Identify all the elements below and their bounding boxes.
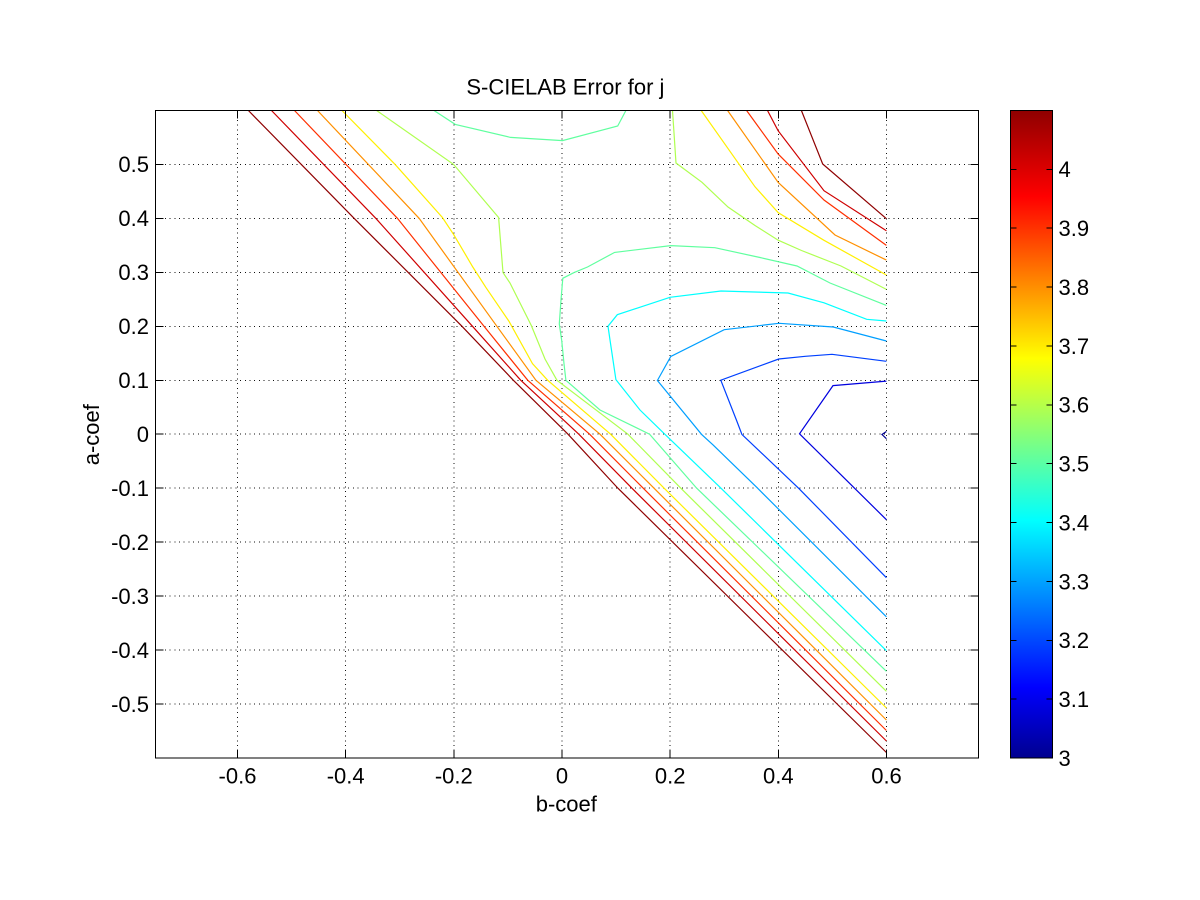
svg-text:3.3: 3.3 [1059, 569, 1090, 594]
svg-text:3.9: 3.9 [1059, 216, 1090, 241]
svg-text:3.8: 3.8 [1059, 275, 1090, 300]
svg-text:0.2: 0.2 [655, 764, 686, 789]
svg-text:0.3: 0.3 [118, 260, 149, 285]
svg-text:0.5: 0.5 [118, 152, 149, 177]
svg-text:0: 0 [137, 422, 149, 447]
svg-text:3.1: 3.1 [1059, 687, 1090, 712]
svg-text:-0.4: -0.4 [111, 638, 149, 663]
svg-text:a-coef: a-coef [79, 403, 104, 465]
svg-text:3.4: 3.4 [1059, 510, 1090, 535]
svg-text:0: 0 [556, 764, 568, 789]
svg-text:0.6: 0.6 [871, 764, 902, 789]
svg-text:S-CIELAB Error for j: S-CIELAB Error for j [466, 75, 664, 100]
svg-text:4: 4 [1059, 157, 1071, 182]
svg-text:-0.5: -0.5 [111, 692, 149, 717]
svg-text:-0.3: -0.3 [111, 584, 149, 609]
svg-text:3.5: 3.5 [1059, 452, 1090, 477]
svg-text:-0.4: -0.4 [327, 764, 365, 789]
svg-text:3: 3 [1059, 746, 1071, 771]
svg-text:-0.6: -0.6 [219, 764, 257, 789]
svg-text:0.2: 0.2 [118, 314, 149, 339]
svg-text:3.7: 3.7 [1059, 334, 1090, 359]
svg-text:-0.2: -0.2 [435, 764, 473, 789]
svg-text:3.2: 3.2 [1059, 628, 1090, 653]
svg-text:0.4: 0.4 [118, 206, 149, 231]
svg-text:0.1: 0.1 [118, 368, 149, 393]
svg-text:0.4: 0.4 [763, 764, 794, 789]
svg-text:-0.2: -0.2 [111, 530, 149, 555]
svg-text:3.6: 3.6 [1059, 393, 1090, 418]
svg-text:-0.1: -0.1 [111, 476, 149, 501]
svg-text:b-coef: b-coef [536, 792, 598, 817]
